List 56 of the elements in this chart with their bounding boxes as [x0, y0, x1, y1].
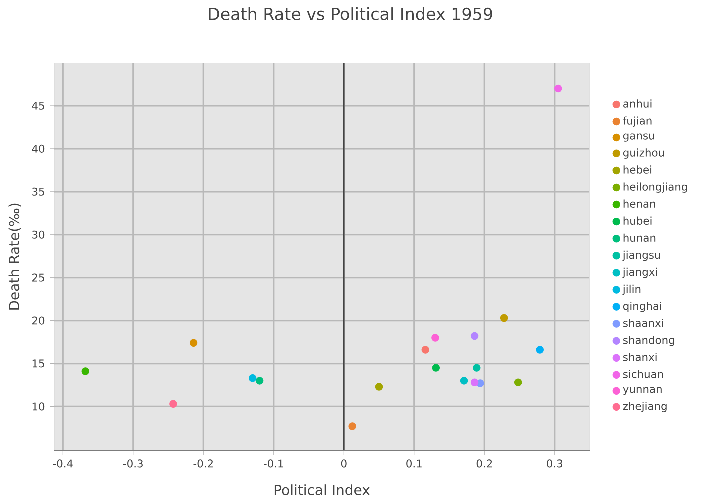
legend-label: fujian: [623, 116, 652, 127]
y-tick-label: 15: [32, 360, 44, 368]
point: [500, 314, 508, 322]
legend-label: qinghai: [623, 302, 662, 312]
x-tick-label: -0.3: [124, 460, 143, 468]
point: [256, 377, 264, 385]
legend-label: henan: [624, 200, 656, 208]
y-tick-label: 35: [32, 188, 44, 196]
legend-label: hunan: [624, 234, 656, 242]
point: [473, 364, 481, 372]
legend-label: heilongjiang: [624, 182, 688, 194]
point: [375, 383, 384, 391]
point: [470, 378, 479, 387]
x-tick-label: -0.1: [264, 460, 284, 468]
legend-label: hubei: [624, 216, 652, 226]
legend-label: hebei: [624, 166, 652, 174]
point: [536, 346, 544, 354]
point: [190, 339, 198, 348]
legend-label: jilin: [622, 284, 641, 296]
y-tick-label: 25: [32, 274, 44, 282]
x-tick-label: 0.1: [406, 460, 422, 468]
y-axis-title: Death Rate(‰): [8, 204, 22, 310]
point: [248, 374, 257, 382]
legend-label: sichuan: [623, 370, 664, 378]
point: [460, 377, 468, 385]
x-tick-label: 0: [341, 460, 347, 468]
legend-label: shandong: [623, 336, 674, 346]
legend-label: gansu: [623, 134, 654, 142]
point: [170, 400, 178, 408]
legend-label: shaanxi: [623, 319, 664, 328]
legend-label: jiangsu: [622, 250, 660, 262]
x-tick-label: 0.2: [476, 460, 492, 468]
point: [554, 84, 562, 93]
point: [470, 332, 479, 340]
point: [432, 364, 440, 372]
point: [348, 422, 356, 430]
y-tick-label: 40: [32, 144, 45, 153]
y-tick-label: 45: [32, 102, 44, 110]
point: [422, 346, 430, 354]
legend-label: guizhou: [623, 148, 664, 159]
chart-title: Death Rate vs Political Index 1959: [209, 8, 492, 20]
y-tick-label: 20: [32, 316, 45, 325]
legend-label: zhejiang: [623, 402, 667, 412]
x-tick-label: -0.2: [194, 460, 213, 468]
point: [514, 378, 522, 387]
point: [82, 368, 90, 376]
x-tick-label: -0.4: [53, 460, 73, 468]
legend-label: anhui: [624, 100, 652, 108]
x-axis-title: Political Index: [274, 484, 370, 496]
legend-label: jiangxi: [622, 268, 658, 278]
y-tick-label: 10: [32, 402, 45, 411]
y-tick-label: 30: [32, 230, 45, 239]
point: [432, 334, 440, 342]
legend-label: shanxi: [623, 353, 657, 362]
x-tick-label: 0.3: [547, 460, 563, 468]
legend-label: yunnan: [623, 387, 662, 396]
